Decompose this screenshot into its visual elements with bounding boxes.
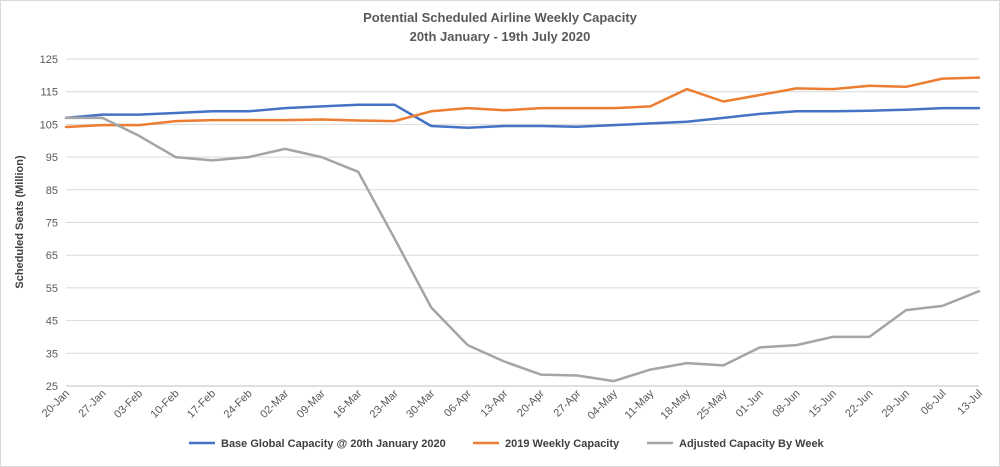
x-tick-label: 30-Mar [404, 387, 437, 420]
chart-title: Potential Scheduled Airline Weekly Capac… [363, 10, 638, 25]
x-tick-label: 22-Jun [843, 388, 875, 420]
x-tick-label: 27-Apr [552, 387, 584, 419]
x-tick-label: 01-Jun [734, 388, 766, 420]
x-tick-label: 04-May [585, 387, 620, 422]
series-line-2 [64, 76, 981, 129]
x-tick-label: 24-Feb [222, 388, 255, 421]
chart-subtitle: 20th January - 19th July 2020 [410, 29, 591, 44]
y-tick-label: 65 [46, 250, 58, 262]
legend-label-3: Adjusted Capacity By Week [679, 438, 825, 450]
y-tick-label: 125 [40, 54, 58, 66]
x-tick-label: 08-Jun [770, 388, 802, 420]
x-tick-label: 03-Feb [112, 388, 145, 421]
x-tick-label: 06-Jul [919, 388, 949, 418]
y-tick-label: 45 [46, 316, 58, 328]
x-tick-label: 09-Mar [295, 387, 328, 420]
series-line-3 [64, 116, 981, 383]
legend-label-2: 2019 Weekly Capacity [505, 438, 620, 450]
x-tick-label: 06-Apr [442, 387, 474, 419]
x-tick-label: 15-Jun [807, 388, 839, 420]
grid-lines [66, 58, 979, 387]
series-lines [64, 76, 981, 383]
x-tick-label: 29-Jun [880, 388, 912, 420]
legend-label-1: Base Global Capacity @ 20th January 2020 [221, 438, 446, 450]
series-line-1 [64, 103, 981, 129]
y-tick-label: 95 [46, 152, 58, 164]
x-tick-label: 18-May [659, 387, 694, 422]
y-tick-label: 55 [46, 283, 58, 295]
x-tick-label: 13-Apr [479, 387, 511, 419]
y-tick-label: 75 [46, 218, 58, 230]
y-tick-label: 105 [40, 119, 58, 131]
x-tick-label: 16-Mar [331, 387, 364, 420]
x-tick-label: 11-May [623, 387, 657, 421]
y-axis-label: Scheduled Seats (Million) [14, 155, 26, 289]
x-tick-label: 27-Jan [76, 388, 108, 420]
x-tick-label: 20-Apr [515, 387, 547, 419]
y-tick-label: 115 [40, 87, 58, 99]
x-tick-label: 25-May [695, 387, 730, 422]
x-tick-label: 13-Jul [955, 388, 985, 418]
y-axis-ticks: 25 35 45 55 65 75 85 95 105 115 125 [40, 54, 58, 393]
y-tick-label: 85 [46, 185, 58, 197]
x-tick-label: 17-Feb [185, 388, 218, 421]
x-tick-label: 02-Mar [258, 387, 291, 420]
x-axis-ticks: 20-Jan 27-Jan 03-Feb 10-Feb 17-Feb 24-Feb 02-M… [40, 387, 985, 422]
x-tick-label: 23-Mar [368, 387, 401, 420]
legend: Base Global Capacity @ 20th January 2020… [189, 438, 825, 450]
y-tick-label: 25 [46, 381, 58, 393]
y-tick-label: 35 [46, 348, 58, 360]
x-tick-label: 10-Feb [149, 388, 182, 421]
